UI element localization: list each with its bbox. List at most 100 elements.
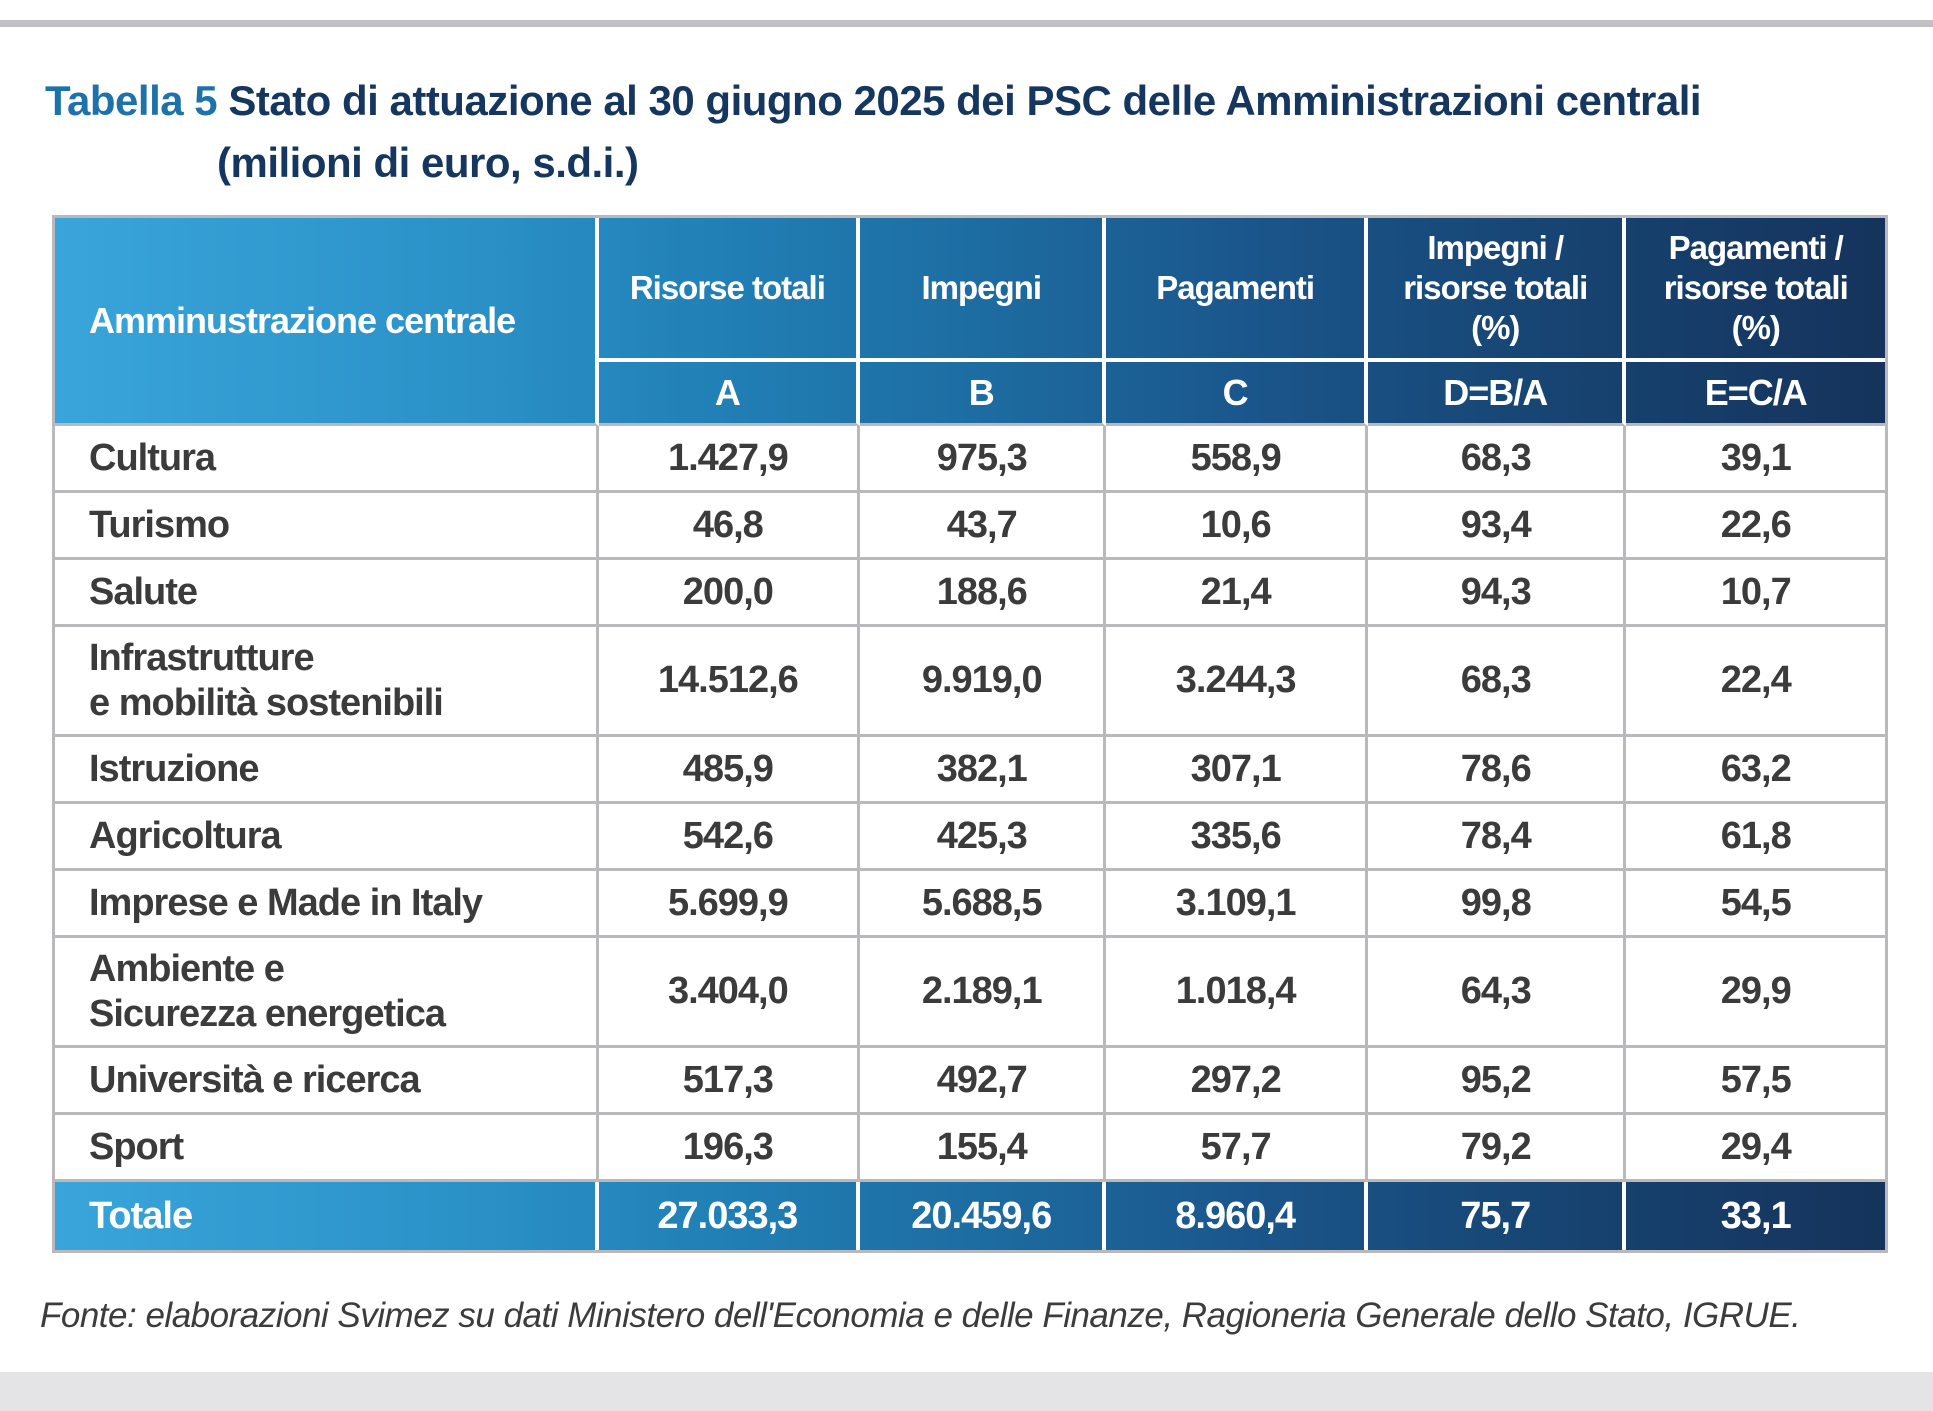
cell-value: 63,2 xyxy=(1626,737,1885,804)
cell-value: 94,3 xyxy=(1368,560,1627,627)
table-row: Turismo 46,8 43,7 10,6 93,4 22,6 xyxy=(55,493,1885,560)
row-label: Cultura xyxy=(55,426,599,493)
cell-value: 5.699,9 xyxy=(598,871,861,938)
cell-value: 29,4 xyxy=(1626,1115,1885,1182)
row-label: Istruzione xyxy=(55,737,599,804)
cell-value: 492,7 xyxy=(860,1048,1107,1115)
cell-value: 22,6 xyxy=(1626,493,1885,560)
table-row: Imprese e Made in Italy 5.699,9 5.688,5 … xyxy=(55,871,1885,938)
cell-value: 79,2 xyxy=(1368,1115,1627,1182)
cell-value: 335,6 xyxy=(1106,804,1368,871)
table-row: Salute 200,0 188,6 21,4 94,3 10,7 xyxy=(55,560,1885,627)
cell-value: 95,2 xyxy=(1368,1048,1627,1115)
cell-value: 200,0 xyxy=(598,560,861,627)
source-note: Fonte: elaborazioni Svimez su dati Minis… xyxy=(40,1296,1801,1335)
cell-value: 78,6 xyxy=(1368,737,1627,804)
cell-value: 3.244,3 xyxy=(1106,627,1368,737)
cell-value: 61,8 xyxy=(1626,804,1885,871)
table-row: Sport 196,3 155,4 57,7 79,2 29,4 xyxy=(55,1115,1885,1182)
row-label: Università e ricerca xyxy=(55,1048,599,1115)
header-pagamenti-risorse-pct: Pagamenti / risorse totali (%) xyxy=(1626,218,1885,362)
top-divider-rule xyxy=(0,20,1933,27)
total-label: Totale xyxy=(55,1182,599,1250)
cell-value: 3.109,1 xyxy=(1106,871,1368,938)
table-row: Istruzione 485,9 382,1 307,1 78,6 63,2 xyxy=(55,737,1885,804)
psc-table: Amminustrazione centrale Risorse totali … xyxy=(52,215,1888,1253)
subheader-d: D=B/A xyxy=(1368,362,1627,426)
cell-value: 54,5 xyxy=(1626,871,1885,938)
header-impegni: Impegni xyxy=(860,218,1107,362)
cell-value: 14.512,6 xyxy=(598,627,861,737)
table-row: Infrastrutture e mobilità sostenibili 14… xyxy=(55,627,1885,737)
cell-value: 425,3 xyxy=(860,804,1107,871)
cell-value: 382,1 xyxy=(860,737,1107,804)
cell-value: 64,3 xyxy=(1368,938,1627,1048)
header-risorse-totali: Risorse totali xyxy=(598,218,861,362)
row-label: Sport xyxy=(55,1115,599,1182)
cell-value: 155,4 xyxy=(860,1115,1107,1182)
cell-value: 21,4 xyxy=(1106,560,1368,627)
table-row: Cultura 1.427,9 975,3 558,9 68,3 39,1 xyxy=(55,426,1885,493)
table-title-block: Tabella 5 Stato di attuazione al 30 giug… xyxy=(45,70,1702,194)
header-pagamenti: Pagamenti xyxy=(1106,218,1368,362)
row-label: Agricoltura xyxy=(55,804,599,871)
cell-value: 542,6 xyxy=(598,804,861,871)
subheader-e: E=C/A xyxy=(1626,362,1885,426)
cell-value: 307,1 xyxy=(1106,737,1368,804)
cell-value: 22,4 xyxy=(1626,627,1885,737)
total-value: 33,1 xyxy=(1720,1194,1792,1237)
cell-value: 78,4 xyxy=(1368,804,1627,871)
cell-value: 57,7 xyxy=(1106,1115,1368,1182)
table-number-label: Tabella 5 xyxy=(45,77,218,124)
cell-value: 1.018,4 xyxy=(1106,938,1368,1048)
header-impegni-risorse-pct: Impegni / risorse totali (%) xyxy=(1368,218,1627,362)
subheader-b: B xyxy=(860,362,1107,426)
cell-value: 517,3 xyxy=(598,1048,861,1115)
cell-value: 3.404,0 xyxy=(598,938,861,1048)
header-row-main: Amminustrazione centrale Risorse totali … xyxy=(55,218,1885,426)
total-value: 75,7 xyxy=(1368,1182,1627,1250)
cell-value: 188,6 xyxy=(860,560,1107,627)
table-body: Cultura 1.427,9 975,3 558,9 68,3 39,1 Tu… xyxy=(55,426,1885,1250)
cell-value: 5.688,5 xyxy=(860,871,1107,938)
row-label: Turismo xyxy=(55,493,599,560)
cell-value: 975,3 xyxy=(860,426,1107,493)
cell-value: 68,3 xyxy=(1368,627,1627,737)
table-row: Università e ricerca 517,3 492,7 297,2 9… xyxy=(55,1048,1885,1115)
subheader-a: A xyxy=(598,362,861,426)
table-row: Ambiente e Sicurezza energetica 3.404,0 … xyxy=(55,938,1885,1048)
cell-value: 68,3 xyxy=(1368,426,1627,493)
table-title: Tabella 5 Stato di attuazione al 30 giug… xyxy=(45,70,1702,132)
cell-value: 29,9 xyxy=(1626,938,1885,1048)
row-label: Infrastrutture e mobilità sostenibili xyxy=(55,627,599,737)
cell-value: 10,6 xyxy=(1106,493,1368,560)
bottom-gray-band xyxy=(0,1372,1933,1411)
cell-value: 558,9 xyxy=(1106,426,1368,493)
total-row: Totale 27.033,3 20.459,6 8.960,4 75,7 33… xyxy=(55,1182,1885,1250)
row-label: Imprese e Made in Italy xyxy=(55,871,599,938)
table-header: Amminustrazione centrale Risorse totali … xyxy=(55,218,1885,426)
cell-value: 9.919,0 xyxy=(860,627,1107,737)
cell-value: 297,2 xyxy=(1106,1048,1368,1115)
total-value: 8.960,4 xyxy=(1106,1182,1368,1250)
cell-value: 43,7 xyxy=(860,493,1107,560)
cell-value: 99,8 xyxy=(1368,871,1627,938)
cell-value: 10,7 xyxy=(1626,560,1885,627)
total-value: 27.033,3 xyxy=(599,1182,861,1250)
cell-value: 46,8 xyxy=(598,493,861,560)
table-subtitle: (milioni di euro, s.d.i.) xyxy=(217,139,639,186)
cell-value: 39,1 xyxy=(1626,426,1885,493)
table-title-text: Stato di attuazione al 30 giugno 2025 de… xyxy=(228,77,1702,124)
row-label: Salute xyxy=(55,560,599,627)
cell-value: 1.427,9 xyxy=(598,426,861,493)
table-row: Agricoltura 542,6 425,3 335,6 78,4 61,8 xyxy=(55,804,1885,871)
cell-value: 93,4 xyxy=(1368,493,1627,560)
header-row-sub: A B C D=B/A E=C/A xyxy=(55,362,1885,426)
total-value: 20.459,6 xyxy=(860,1182,1107,1250)
cell-value: 57,5 xyxy=(1626,1048,1885,1115)
psc-table-grid: Amminustrazione centrale Risorse totali … xyxy=(55,218,1885,1250)
cell-value: 196,3 xyxy=(598,1115,861,1182)
row-label: Ambiente e Sicurezza energetica xyxy=(55,938,599,1048)
cell-value: 485,9 xyxy=(598,737,861,804)
